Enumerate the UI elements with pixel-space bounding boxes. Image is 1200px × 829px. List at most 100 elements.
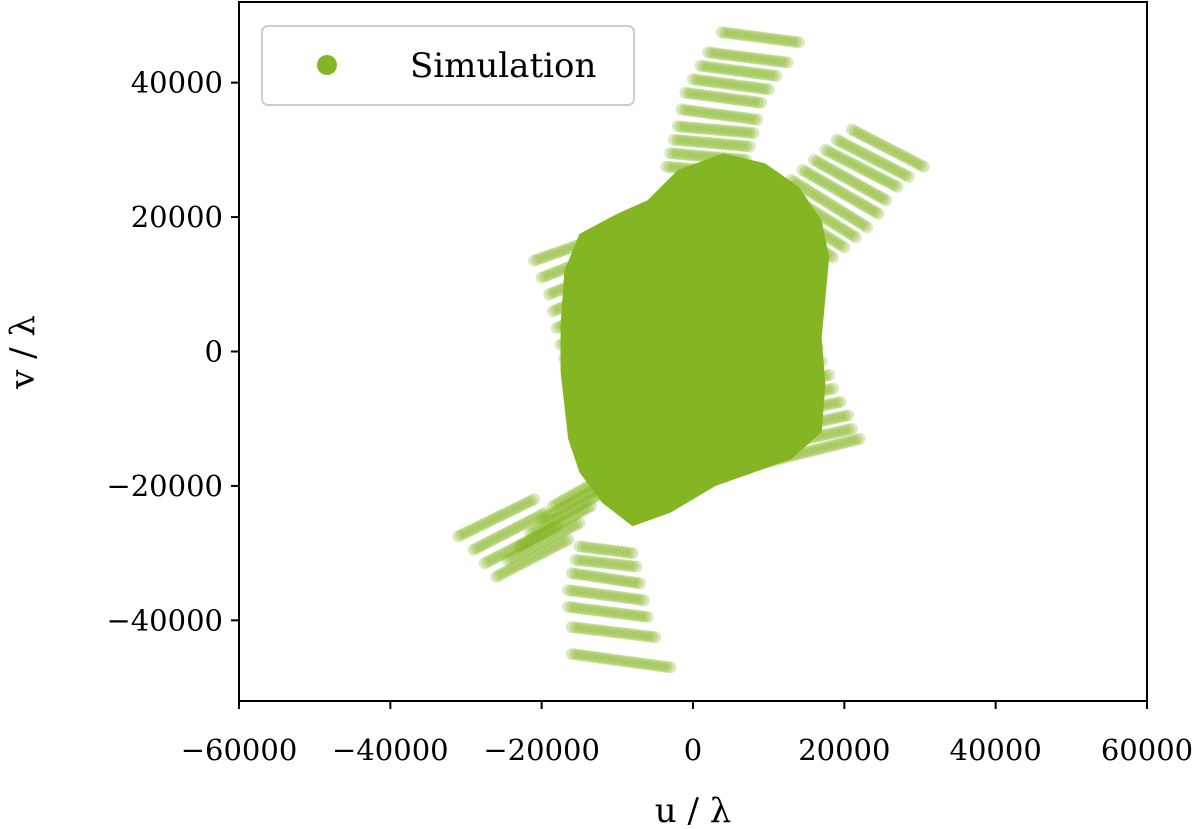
data-point [572,506,585,519]
data-point [724,434,737,447]
data-point [720,435,733,448]
data-point [519,536,532,549]
data-point [895,149,908,162]
data-point [768,395,781,408]
data-point [716,48,728,61]
data-point [517,518,530,531]
data-point [528,493,541,506]
data-point [805,238,818,251]
data-point [885,177,897,190]
x-tick-label: 60000 [1101,733,1193,767]
data-point [552,538,565,551]
data-point [698,368,710,381]
data-point [645,229,658,242]
data-point [740,51,753,64]
data-point [496,567,509,580]
data-point [608,544,621,557]
data-point [627,592,640,605]
data-point [569,648,582,661]
data-point [776,452,789,465]
data-point [598,557,611,569]
data-point [811,155,824,168]
data-point [584,493,597,506]
data-point [810,401,823,414]
data-point [699,106,712,119]
data-point [650,659,663,672]
data-point [470,542,483,555]
data-point [707,76,720,88]
data-point [571,493,584,506]
data-point [722,391,735,404]
data-point [547,521,560,534]
data-point [569,295,582,308]
data-point [787,347,800,360]
data-point [564,241,577,254]
data-point [631,288,644,301]
data-point [814,243,827,256]
data-point [794,434,806,447]
data-point [572,568,585,581]
data-point [712,379,725,392]
data-point [778,393,791,406]
data-point [580,481,592,494]
x-tick-label: 40000 [950,733,1042,767]
data-point [815,355,828,368]
data-point [536,527,549,539]
data-point [757,208,770,221]
data-point [745,445,758,458]
data-point [569,585,581,597]
data-point [719,138,732,151]
data-point [816,442,829,455]
data-point [675,120,688,133]
data-point [692,105,705,118]
data-point [647,263,660,276]
data-point [736,50,749,63]
data-point [561,523,573,536]
data-point [549,285,562,298]
data-point [701,367,714,380]
data-point [806,387,819,400]
data-point [858,148,871,161]
data-point [570,332,583,345]
data-point [589,483,602,496]
data-point [636,322,649,335]
data-point [729,49,742,62]
data-point [548,513,561,526]
data-point [577,540,589,553]
data-point [568,495,581,507]
data-point [706,123,719,136]
data-point [902,170,915,183]
data-point [772,217,785,230]
data-point [488,552,501,565]
data-point [725,64,738,76]
data-point [581,254,594,267]
data-point [547,500,559,513]
data-point [783,189,796,202]
data-point [896,167,909,180]
data-point [614,626,627,639]
data-point [465,524,477,537]
data-point [536,520,549,533]
data-point [864,133,877,146]
data-point [747,113,760,126]
data-point [576,602,588,615]
data-point [508,522,521,535]
data-point [762,441,775,454]
data-point [797,419,809,432]
data-point [712,47,725,60]
data-point [674,161,687,174]
data-point [574,256,587,269]
data-point [605,299,618,312]
data-point [785,174,798,187]
data-point [747,385,760,398]
data-point [846,434,859,447]
data-point [571,257,584,270]
data-point [795,389,808,402]
data-point [586,485,599,497]
data-point [826,439,839,452]
data-point [718,77,730,90]
data-point [716,124,729,137]
data-point [569,501,582,514]
data-point [866,168,879,180]
data-point [735,447,748,460]
